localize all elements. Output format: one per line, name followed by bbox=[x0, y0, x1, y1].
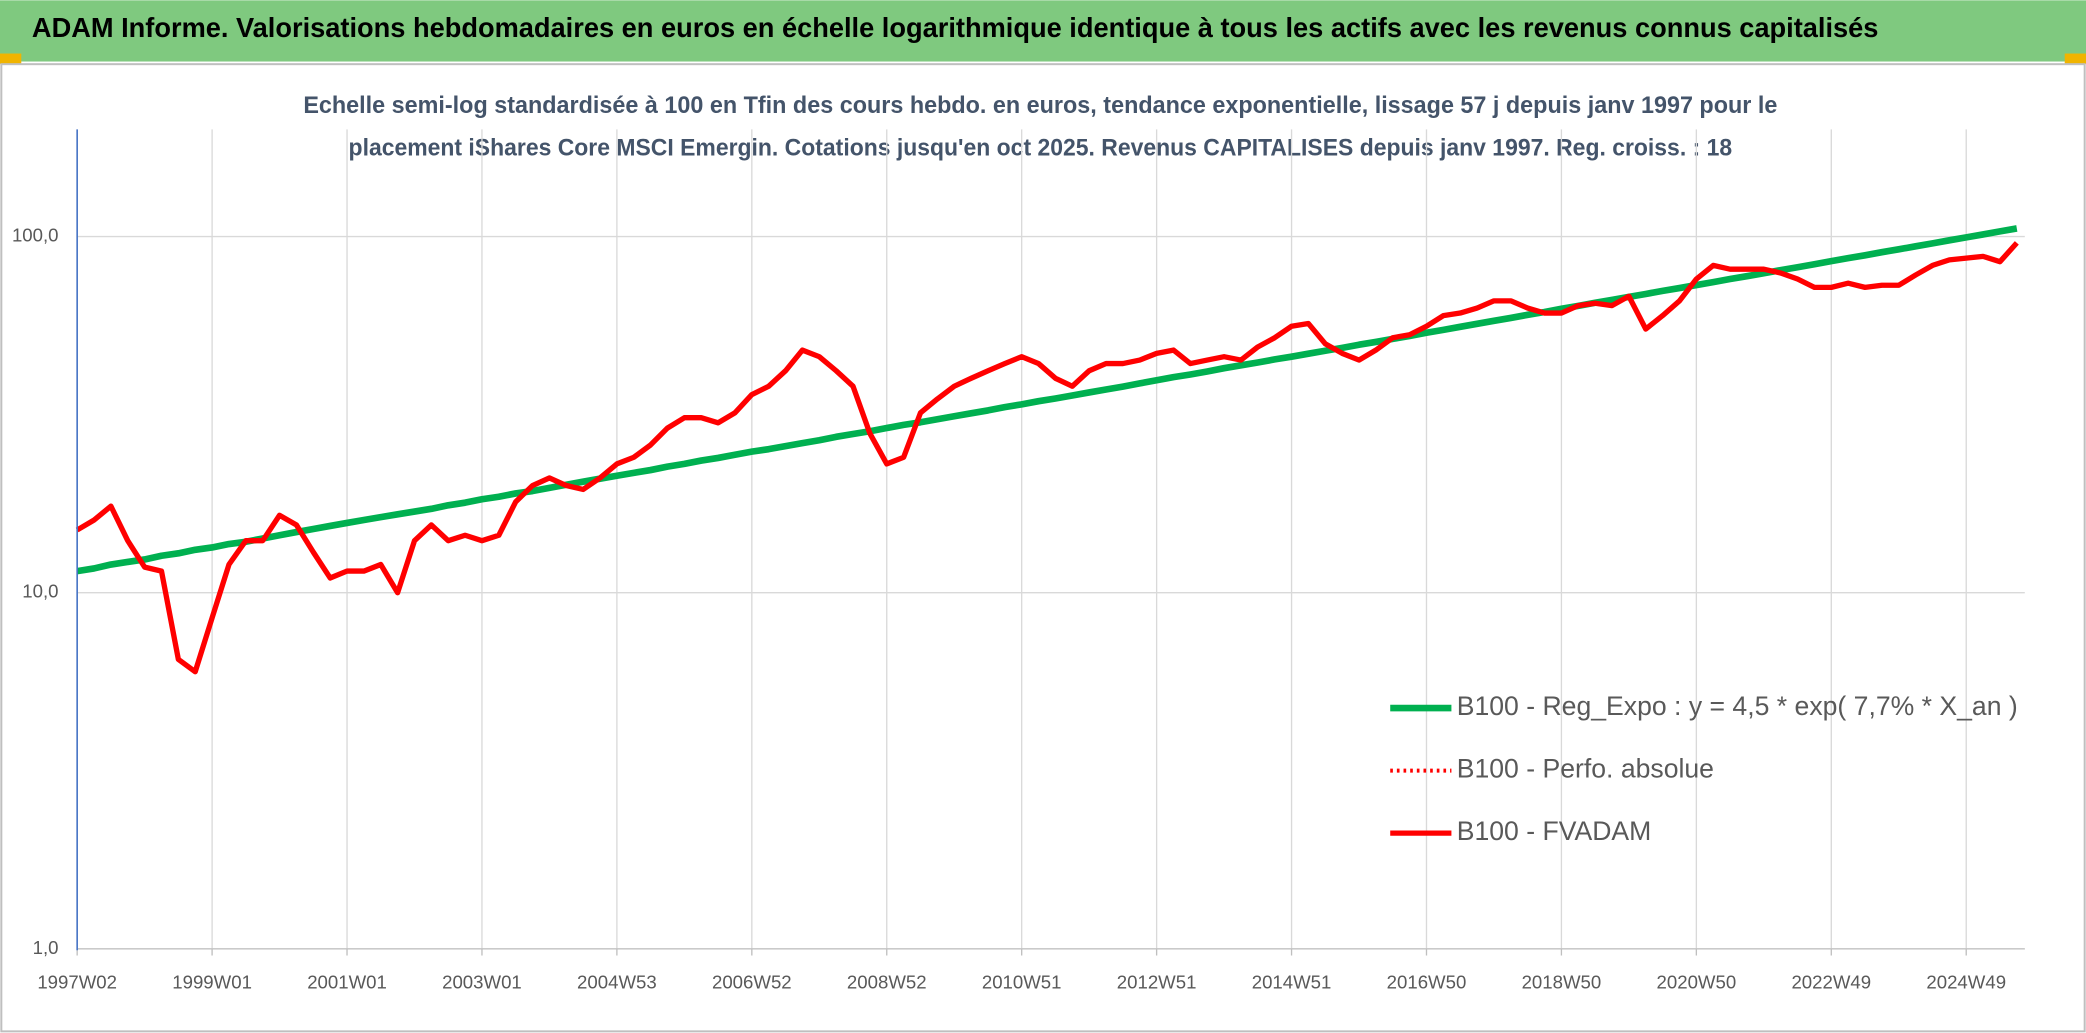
title-banner bbox=[0, 0, 2086, 62]
x-tick-label: 2018W50 bbox=[1522, 971, 1602, 992]
x-tick-label: 2014W51 bbox=[1252, 971, 1332, 992]
x-tick-label: 2012W51 bbox=[1117, 971, 1197, 992]
x-tick-label: 2001W01 bbox=[307, 971, 387, 992]
x-tick-label: 1997W02 bbox=[37, 971, 117, 992]
chart-subtitle: Echelle semi-log standardisée à 100 en T… bbox=[303, 92, 1777, 119]
y-tick-label: 100,0 bbox=[12, 224, 59, 245]
x-tick-label: 2004W53 bbox=[577, 971, 657, 992]
x-tick-label: 2016W50 bbox=[1387, 971, 1467, 992]
series-line bbox=[75, 241, 2019, 675]
y-tick-label: 1,0 bbox=[33, 937, 59, 958]
legend-label: B100 - FVADAM bbox=[1457, 816, 1652, 846]
legend: B100 - Reg_Expo : y = 4,5 * exp( 7,7% * … bbox=[1390, 691, 2018, 846]
x-tick-label: 2010W51 bbox=[982, 971, 1062, 992]
y-tick-label: 10,0 bbox=[22, 581, 58, 602]
corner-mark bbox=[0, 53, 22, 65]
x-tick-label: 2003W01 bbox=[442, 971, 522, 992]
x-tick-label: 2008W52 bbox=[847, 971, 927, 992]
corner-mark bbox=[2064, 53, 2086, 65]
chart-title: ADAM Informe. Valorisations hebdomadaire… bbox=[32, 12, 1879, 43]
x-tick-label: 1999W01 bbox=[172, 971, 252, 992]
x-tick-label: 2020W50 bbox=[1657, 971, 1737, 992]
chart-subtitle: placement iShares Core MSCI Emergin. Cot… bbox=[349, 135, 1733, 162]
legend-label: B100 - Reg_Expo : y = 4,5 * exp( 7,7% * … bbox=[1457, 691, 2018, 721]
legend-label: B100 - Perfo. absolue bbox=[1457, 754, 1714, 784]
plot bbox=[75, 225, 2019, 675]
x-tick-label: 2022W49 bbox=[1791, 971, 1871, 992]
x-tick-label: 2024W49 bbox=[1926, 971, 2006, 992]
x-tick-label: 2006W52 bbox=[712, 971, 792, 992]
grid: 1,0 10,0 100,0 1997W02 1999W01 2001W01 2003W01… bbox=[12, 129, 2025, 992]
chart-frame bbox=[0, 63, 2086, 1033]
